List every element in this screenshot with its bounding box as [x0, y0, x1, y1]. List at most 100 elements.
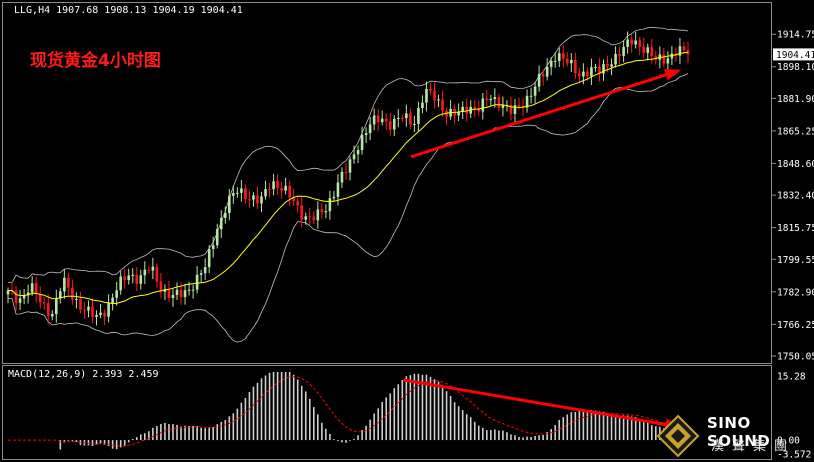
- candle: [525, 89, 529, 113]
- symbol-info: LLG,H4 1907.68 1908.13 1904.19 1904.41: [14, 5, 243, 16]
- candle: [453, 104, 456, 125]
- candle: [561, 45, 565, 68]
- candle: [602, 59, 605, 81]
- price-axis: 1914.75 1898.10 1881.90 1865.25 1848.60 1832.…: [771, 30, 814, 363]
- candle: [308, 207, 312, 226]
- axis-label: 1848.60: [777, 159, 814, 170]
- candle: [380, 110, 384, 126]
- candle: [175, 282, 179, 301]
- candle: [501, 96, 505, 117]
- candle: [268, 183, 271, 198]
- macd-label: MACD(12,26,9) 2.393 2.459: [8, 369, 159, 380]
- candle: [219, 210, 223, 238]
- candle: [421, 95, 424, 114]
- candle: [284, 177, 287, 195]
- candle: [183, 284, 187, 305]
- candle: [485, 90, 489, 108]
- candle: [123, 268, 126, 289]
- logo-brand: SINO SOUND: [707, 414, 771, 450]
- axis-label: 1782.90: [777, 287, 814, 298]
- candle: [364, 127, 368, 143]
- candle: [642, 37, 646, 58]
- candle: [513, 99, 517, 123]
- candle: [14, 286, 18, 311]
- candle: [155, 263, 159, 288]
- candle: [461, 101, 464, 120]
- candle: [682, 41, 686, 54]
- macd-axis-label: -3.572: [777, 450, 811, 461]
- logo-emblem-icon: [656, 414, 700, 458]
- candle: [191, 284, 195, 299]
- candle: [139, 269, 143, 290]
- candle: [316, 201, 320, 229]
- trend-arrow: [410, 69, 682, 159]
- candle: [107, 294, 110, 323]
- candle: [320, 202, 324, 219]
- candle: [481, 92, 485, 120]
- candle: [489, 94, 493, 106]
- candle: [300, 196, 304, 228]
- candle: [574, 52, 577, 80]
- macd-panel[interactable]: [2, 365, 772, 460]
- candle: [594, 63, 597, 72]
- candle: [437, 94, 440, 108]
- axis-label: 1881.90: [777, 94, 814, 105]
- bollinger-bands: [7, 27, 689, 343]
- candle: [119, 270, 122, 295]
- candle: [288, 180, 291, 207]
- candle: [360, 126, 364, 155]
- candle: [276, 174, 279, 195]
- candle: [260, 191, 263, 213]
- candle: [662, 48, 666, 68]
- candle: [195, 266, 199, 294]
- candle: [570, 53, 573, 72]
- candle: [147, 265, 151, 274]
- candle: [368, 116, 372, 141]
- candle: [63, 269, 66, 299]
- candle: [131, 268, 135, 284]
- candle: [167, 280, 171, 302]
- candle: [465, 99, 468, 122]
- candle: [348, 156, 352, 181]
- candle: [545, 58, 549, 81]
- candle: [272, 173, 275, 196]
- axis-label: 1898.10: [777, 62, 814, 73]
- candle: [223, 206, 227, 224]
- candle: [529, 87, 533, 104]
- candle: [332, 190, 336, 202]
- candle: [449, 100, 452, 120]
- candle: [171, 288, 175, 307]
- candlesticks: [6, 31, 690, 326]
- candle: [79, 291, 82, 314]
- axis-label: 1750.05: [777, 352, 814, 363]
- candle: [646, 43, 650, 61]
- candle: [638, 36, 642, 56]
- candle: [565, 52, 569, 67]
- candle: [356, 145, 360, 164]
- candle: [34, 276, 38, 303]
- candle: [83, 302, 86, 319]
- candle: [38, 286, 42, 309]
- candle: [252, 192, 255, 207]
- candle: [634, 31, 637, 49]
- candle: [91, 298, 94, 324]
- candle: [388, 112, 392, 136]
- candle: [207, 245, 211, 274]
- candle: [376, 108, 380, 131]
- candle: [256, 186, 259, 210]
- candle: [264, 180, 267, 200]
- candle: [433, 82, 436, 109]
- candle: [248, 190, 251, 208]
- candle: [344, 163, 348, 180]
- candle: [163, 284, 167, 301]
- candle: [304, 212, 308, 225]
- candle: [59, 287, 62, 304]
- candle: [75, 292, 78, 309]
- candle: [557, 47, 561, 68]
- macd-axis-label: 0.00: [777, 436, 800, 447]
- price-panel[interactable]: [2, 2, 772, 364]
- candle: [396, 109, 400, 128]
- candle: [477, 100, 481, 116]
- axis-label: 1815.75: [777, 223, 814, 234]
